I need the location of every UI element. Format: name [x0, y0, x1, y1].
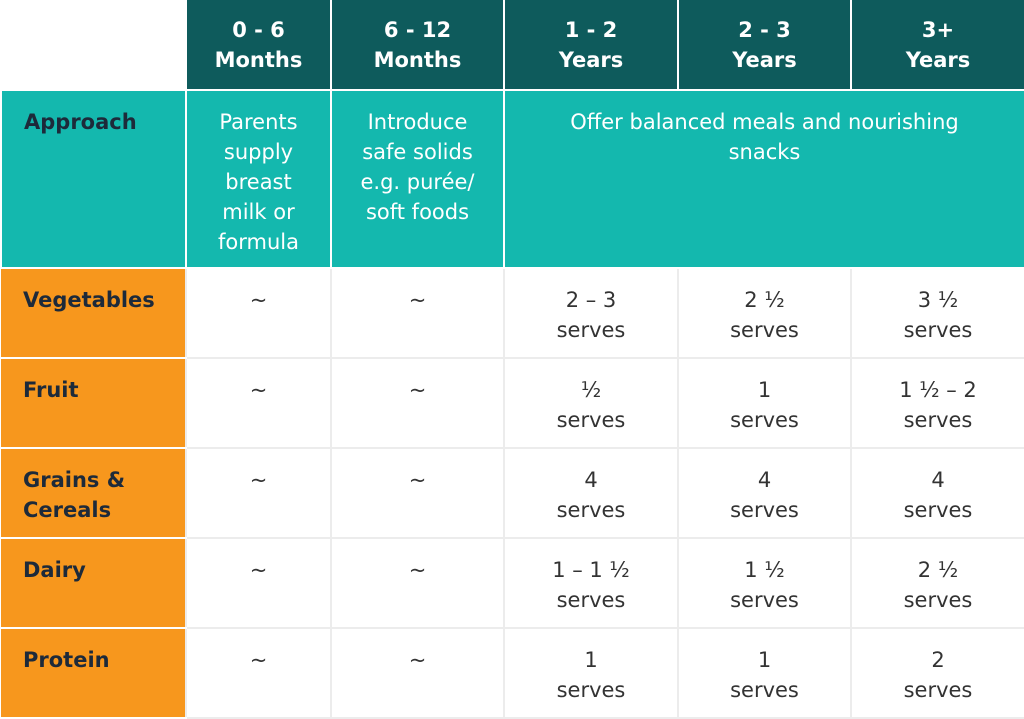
- serves-cell: 3 ½ serves: [850, 267, 1024, 359]
- serves-cell: 1 serves: [677, 357, 852, 449]
- column-header: 0 - 6 Months: [185, 0, 332, 91]
- food-row: Fruit ~ ~ ½ serves 1 serves 1 ½ – 2 serves: [1, 357, 1024, 449]
- serves-cell: 2 ½ serves: [850, 537, 1024, 629]
- serves-cell: ~: [185, 627, 332, 719]
- corner-cell: [1, 0, 186, 90]
- serves-cell: ~: [330, 447, 505, 539]
- column-header: 3+ Years: [850, 0, 1024, 91]
- serves-cell: ~: [185, 267, 332, 359]
- food-row: Protein ~ ~1 serves 1 serves 2 serves: [1, 627, 1024, 719]
- serves-cell: ~: [330, 267, 505, 359]
- serves-cell: ~: [185, 447, 332, 539]
- serves-cell: 2 ½ serves: [677, 267, 852, 359]
- serves-cell: 1 – 1 ½ serves: [503, 537, 679, 629]
- serves-cell: 1 ½ serves: [677, 537, 852, 629]
- row-label: Fruit: [1, 358, 186, 449]
- approach-cell: Parents supply breast milk or formula: [185, 89, 332, 269]
- serves-cell: ~: [330, 627, 505, 719]
- serves-cell: ~: [330, 537, 505, 629]
- food-row: Dairy ~ ~1 – 1 ½ serves 1 ½ serves 2 ½ serve…: [1, 537, 1024, 629]
- serves-cell: 2 serves: [850, 627, 1024, 719]
- approach-cell: Offer balanced meals and nourishing snac…: [503, 89, 1024, 269]
- serves-cell: 4 serves: [503, 447, 679, 539]
- serves-cell: 4 serves: [850, 447, 1024, 539]
- serves-cell: ½ serves: [503, 357, 679, 449]
- row-label: Protein: [1, 628, 186, 719]
- serves-cell: 1 serves: [677, 627, 852, 719]
- row-label: Dairy: [1, 538, 186, 629]
- serves-cell: 2 – 3 serves: [503, 267, 679, 359]
- column-header: 6 - 12 Months: [330, 0, 505, 91]
- row-label: Vegetables: [1, 268, 186, 359]
- serves-cell: 1 ½ – 2 serves: [850, 357, 1024, 449]
- approach-cell: Introduce safe solids e.g. purée/ soft f…: [330, 89, 505, 269]
- food-row: Grains & Cereals ~ ~4 serves 4 serves 4 serv…: [1, 447, 1024, 539]
- food-row: Vegetables ~ ~2 – 3 serves 2 ½ serves 3 ½ se…: [1, 267, 1024, 359]
- serves-cell: ~: [185, 357, 332, 449]
- approach-row: Approach Parents supply breast milk or fo…: [0, 89, 1024, 269]
- serves-cell: ~: [330, 357, 505, 449]
- serves-cell: 4 serves: [677, 447, 852, 539]
- row-label: Grains & Cereals: [1, 448, 186, 539]
- row-label: Approach: [0, 89, 187, 269]
- column-header: 2 - 3 Years: [677, 0, 852, 91]
- header-row: 0 - 6 Months 6 - 12 Months 1 - 2 Years 2 - …: [1, 0, 1024, 91]
- serves-cell: 1 serves: [503, 627, 679, 719]
- column-header: 1 - 2 Years: [503, 0, 679, 91]
- serves-cell: ~: [185, 537, 332, 629]
